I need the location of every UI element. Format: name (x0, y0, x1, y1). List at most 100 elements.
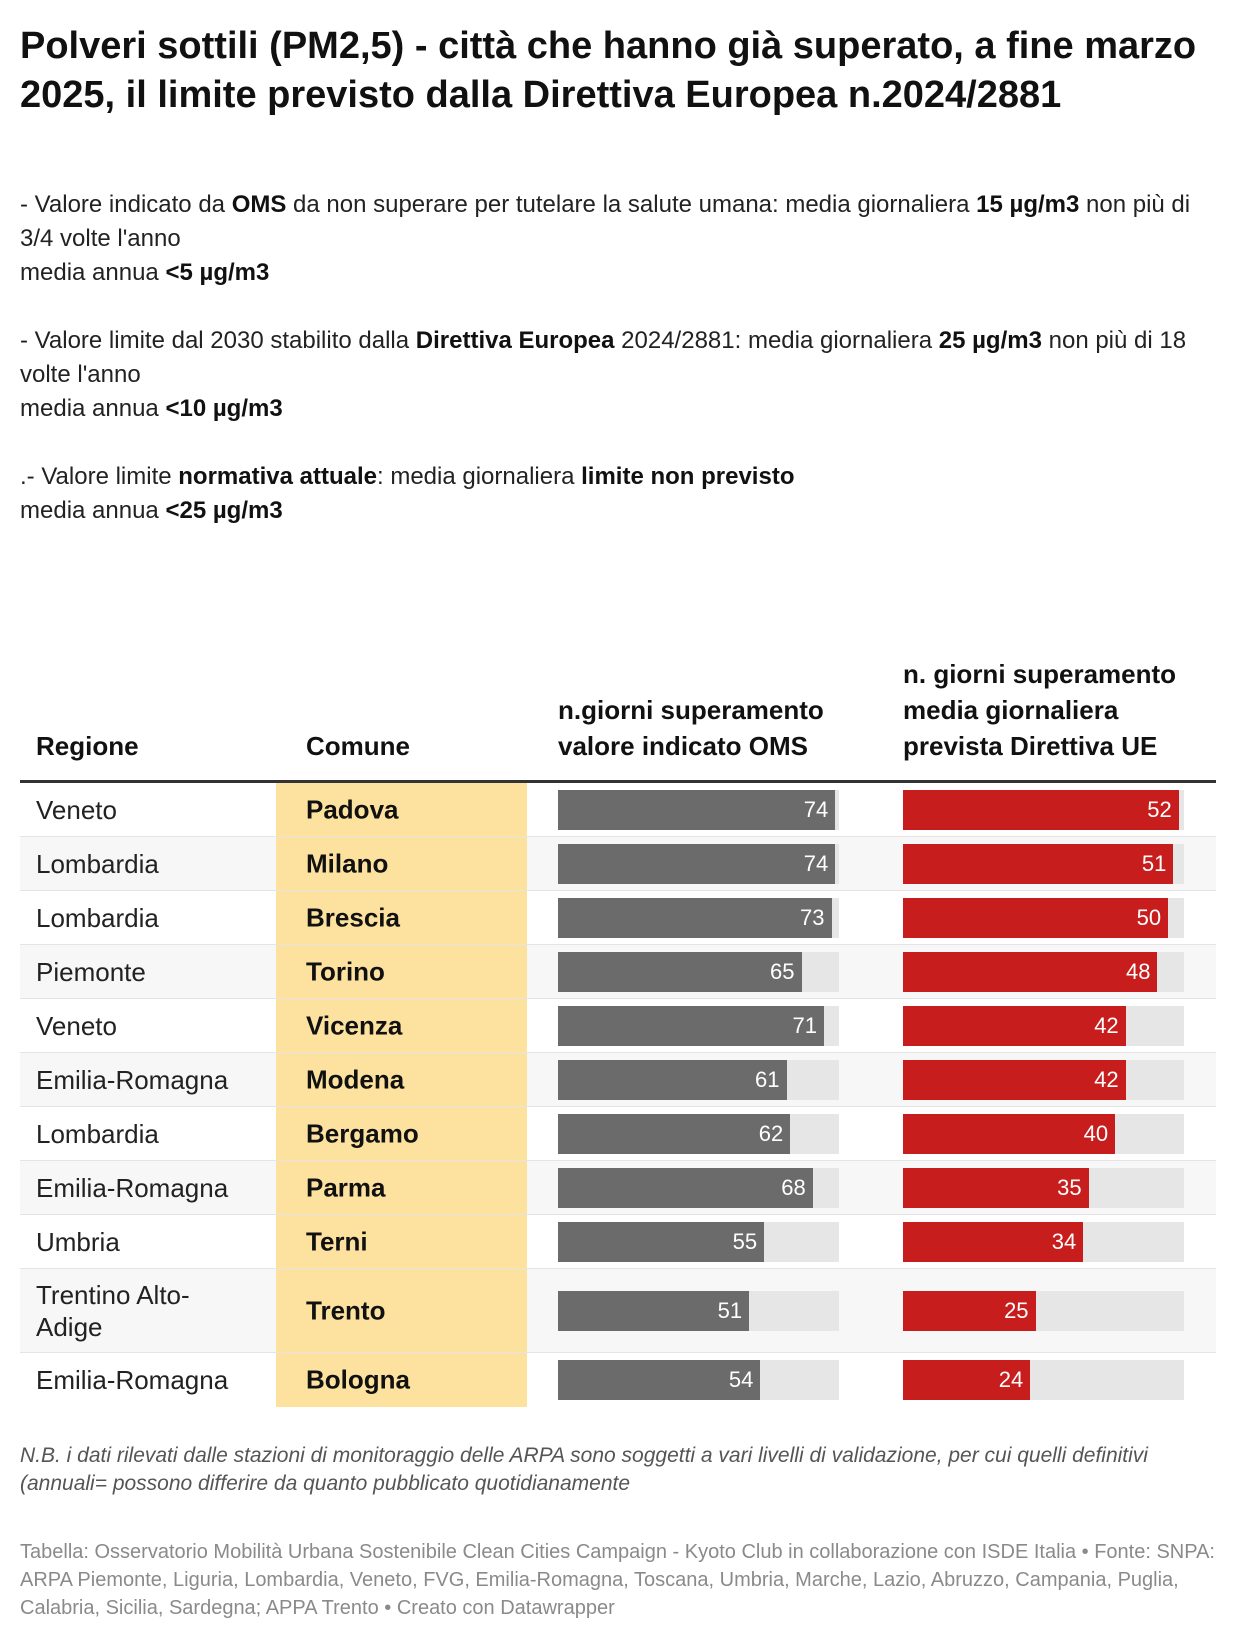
description-line: media annua <10 µg/m3 (20, 392, 1220, 426)
oms-bar[interactable]: 55 (558, 1221, 765, 1262)
comune-label: Brescia (306, 902, 400, 932)
oms-value-label: 55 (732, 1228, 758, 1254)
description-line: media annua <25 µg/m3 (20, 494, 1220, 528)
oms-bar-track: 61 (558, 1059, 839, 1100)
ue-bar[interactable]: 42 (903, 1005, 1126, 1046)
ue-bar[interactable]: 25 (903, 1290, 1036, 1331)
oms-bar[interactable]: 51 (558, 1290, 750, 1331)
cell-regione: Veneto (36, 794, 117, 825)
ue-bar[interactable]: 24 (903, 1360, 1031, 1400)
description-text: 2024/2881: media giornaliera (614, 327, 939, 354)
ue-bar-track: 48 (903, 951, 1184, 992)
ue-bar-track: 40 (903, 1113, 1184, 1154)
ue-value-label: 35 (1057, 1174, 1082, 1200)
comune-label: Parma (306, 1172, 386, 1202)
header-regione[interactable]: Regione (36, 731, 139, 761)
oms-bar[interactable]: 74 (558, 843, 836, 884)
chart-title: Polveri sottili (PM2,5) - città che hann… (20, 25, 1197, 116)
description-bold-text: <5 µg/m3 (165, 259, 270, 286)
ue-bar[interactable]: 50 (903, 897, 1169, 938)
cell-comune: Modena (276, 1053, 527, 1106)
cell-comune: Milano (276, 837, 527, 890)
chart-description: - Valore indicato da OMS da non superare… (20, 188, 1220, 562)
ue-bar-track: 42 (903, 1005, 1184, 1046)
table-row: Trentino Alto-Adige Trento 51 25 (20, 1269, 1216, 1353)
cell-comune: Torino (276, 945, 527, 998)
ue-bar-track: 52 (903, 789, 1184, 830)
description-bold-text: 15 µg/m3 (976, 191, 1080, 218)
oms-bar-track: 71 (558, 1005, 839, 1046)
table-row: Piemonte Torino 65 48 (20, 945, 1216, 999)
data-table: Regione Comune n.giorni superamento valo… (20, 620, 1216, 1407)
ue-bar-track: 25 (903, 1290, 1184, 1331)
oms-bar-track: 73 (558, 897, 839, 938)
ue-bar[interactable]: 40 (903, 1113, 1116, 1154)
oms-bar-track: 68 (558, 1167, 839, 1208)
ue-bar[interactable]: 42 (903, 1059, 1126, 1100)
oms-bar[interactable]: 54 (558, 1360, 761, 1400)
oms-bar-track: 51 (558, 1290, 839, 1331)
ue-bar[interactable]: 35 (903, 1167, 1089, 1208)
oms-bar-track: 65 (558, 951, 839, 992)
comune-label: Bologna (306, 1364, 410, 1395)
description-bold-text: OMS (231, 191, 287, 218)
description-bold-text: <10 µg/m3 (165, 395, 283, 422)
header-comune[interactable]: Comune (306, 731, 410, 761)
ue-bar[interactable]: 48 (903, 951, 1158, 992)
ue-value-label: 50 (1136, 904, 1162, 930)
oms-bar[interactable]: 68 (558, 1167, 813, 1208)
cell-regione: Lombardia (36, 1118, 159, 1149)
description-text: media annua (20, 497, 166, 524)
cell-regione: Lombardia (36, 848, 159, 879)
table-row: Veneto Vicenza 71 42 (20, 999, 1216, 1053)
oms-bar-track: 74 (558, 789, 839, 830)
cell-comune: Bologna (276, 1353, 527, 1407)
oms-bar[interactable]: 73 (558, 897, 832, 938)
cell-regione: Trentino Alto-Adige (36, 1279, 190, 1342)
cell-comune: Padova (276, 783, 527, 836)
ue-bar-track: 51 (903, 843, 1184, 884)
cell-regione: Emilia-Romagna (36, 1365, 229, 1395)
description-paragraph: - Valore limite dal 2030 stabilito dalla… (20, 324, 1220, 426)
cell-regione: Emilia-Romagna (36, 1064, 229, 1095)
header-oms[interactable]: n.giorni superamento valore indicato OMS (558, 695, 824, 761)
description-text: - Valore indicato da (20, 191, 232, 218)
cell-comune: Brescia (276, 891, 527, 944)
cell-comune: Bergamo (276, 1107, 527, 1160)
table-row: Emilia-Romagna Modena 61 42 (20, 1053, 1216, 1107)
header-ue[interactable]: n. giorni superamento media giornaliera … (903, 659, 1177, 761)
oms-bar-track: 74 (558, 843, 839, 884)
table-row: Emilia-Romagna Parma 68 35 (20, 1161, 1216, 1215)
oms-bar[interactable]: 62 (558, 1113, 791, 1154)
ue-bar[interactable]: 52 (903, 789, 1179, 830)
cell-regione: Veneto (36, 1010, 117, 1041)
oms-bar[interactable]: 74 (558, 789, 836, 830)
oms-bar-track: 55 (558, 1221, 839, 1262)
oms-value-label: 65 (770, 958, 795, 984)
oms-value-label: 71 (792, 1012, 817, 1038)
comune-label: Torino (306, 956, 385, 986)
oms-bar-track: 62 (558, 1113, 839, 1154)
oms-bar[interactable]: 65 (558, 951, 802, 992)
description-bold-text: Direttiva Europea (415, 327, 615, 354)
ue-bar[interactable]: 34 (903, 1221, 1084, 1262)
ue-value-label: 40 (1083, 1120, 1109, 1146)
table-row: Umbria Terni 55 34 (20, 1215, 1216, 1269)
description-text: : media giornaliera (377, 463, 582, 490)
ue-bar-track: 50 (903, 897, 1184, 938)
oms-value-label: 73 (800, 904, 825, 930)
cell-comune: Vicenza (276, 999, 527, 1052)
chart-footer: Tabella: Osservatorio Mobilità Urbana So… (20, 1541, 1215, 1619)
comune-label: Trento (306, 1295, 386, 1325)
cell-regione: Umbria (36, 1226, 120, 1257)
oms-bar[interactable]: 61 (558, 1059, 787, 1100)
description-text: non più di 3/4 volte l'anno (20, 191, 1191, 252)
cell-regione: Piemonte (36, 956, 146, 987)
oms-value-label: 51 (717, 1297, 743, 1323)
oms-bar[interactable]: 71 (558, 1005, 824, 1046)
ue-value-label: 48 (1126, 958, 1151, 984)
table-row: Emilia-Romagna Bologna 54 24 (20, 1353, 1216, 1407)
ue-value-label: 34 (1051, 1228, 1077, 1254)
description-line: - Valore limite dal 2030 stabilito dalla… (20, 324, 1220, 392)
ue-bar[interactable]: 51 (903, 843, 1174, 884)
